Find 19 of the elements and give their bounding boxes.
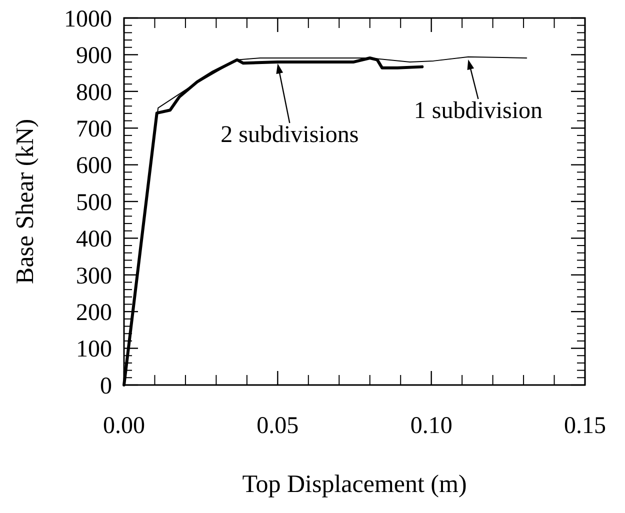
y-tick-label: 300 bbox=[76, 263, 112, 290]
x-tick-label: 0.00 bbox=[103, 413, 145, 439]
y-tick-label: 400 bbox=[76, 226, 112, 253]
y-tick-label: 100 bbox=[76, 336, 112, 363]
annotation: 2 subdivisions bbox=[220, 122, 359, 148]
y-tick-label: 900 bbox=[76, 43, 112, 70]
y-tick-label: 0 bbox=[100, 373, 112, 400]
x-tick-label: 0.10 bbox=[410, 413, 452, 439]
y-tick-label: 800 bbox=[76, 80, 112, 106]
y-tick-label: 500 bbox=[76, 190, 112, 216]
y-tick-label: 1000 bbox=[64, 6, 112, 32]
y-axis-title: Base Shear (kN) bbox=[12, 118, 39, 284]
y-tick-label: 600 bbox=[76, 153, 112, 180]
y-tick-label: 200 bbox=[76, 300, 112, 326]
y-tick-label: 700 bbox=[76, 116, 112, 142]
x-tick-label: 0.05 bbox=[256, 413, 299, 439]
x-axis-title: Top Displacement (m) bbox=[242, 471, 467, 498]
annotation: 1 subdivision bbox=[414, 98, 543, 124]
x-tick-label: 0.15 bbox=[564, 413, 606, 439]
